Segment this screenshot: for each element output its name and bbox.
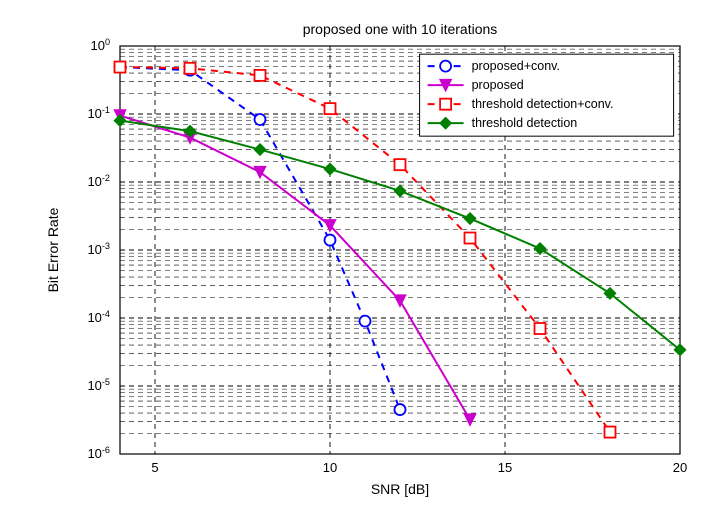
svg-text:20: 20 [673,460,687,475]
svg-text:proposed one with 10 iteration: proposed one with 10 iterations [303,21,498,37]
legend-label-threshold-conv: threshold detection+conv. [472,97,614,111]
legend: proposed+conv. proposed threshold detectio… [420,54,674,136]
legend-label-threshold: threshold detection [472,116,578,130]
svg-text:5: 5 [151,460,158,475]
svg-text:10-3: 10-3 [87,241,110,257]
svg-text:100: 100 [90,37,110,53]
legend-label-proposed-conv: proposed+conv. [472,59,560,73]
svg-text:15: 15 [498,460,512,475]
svg-text:Bit Error Rate: Bit Error Rate [45,207,61,292]
svg-text:10-2: 10-2 [87,173,110,189]
legend-label-proposed: proposed [472,78,524,92]
ber-chart: 5 10 15 20 100 10-1 10-2 10-3 10-4 10-5 10-6 SNR [d… [28,10,708,500]
svg-text:10: 10 [323,460,337,475]
svg-text:10-4: 10-4 [87,309,110,325]
svg-text:10-5: 10-5 [87,377,110,393]
svg-text:10-1: 10-1 [87,105,110,121]
svg-text:10-6: 10-6 [87,445,110,461]
chart-svg: 5 10 15 20 100 10-1 10-2 10-3 10-4 10-5 10-6 SNR [d… [28,10,708,500]
svg-text:SNR [dB]: SNR [dB] [371,481,429,497]
